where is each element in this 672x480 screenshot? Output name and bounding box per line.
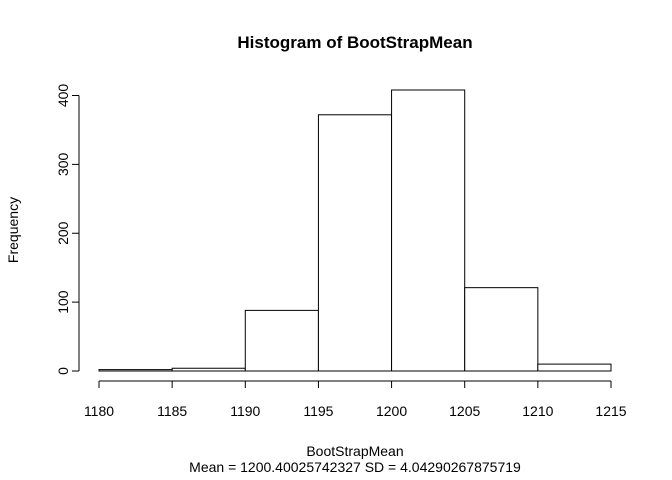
y-tick-label: 200 xyxy=(55,221,71,245)
histogram-bar xyxy=(98,369,173,372)
x-tick-label: 1205 xyxy=(449,403,480,419)
x-axis-label: BootStrapMean xyxy=(306,443,403,459)
x-axis: 1180 1185 1190 1195 1200 1205 1210 1215 xyxy=(84,380,627,419)
y-tick-label: 0 xyxy=(55,367,71,375)
histogram-bar xyxy=(171,367,246,372)
x-tick-label: 1210 xyxy=(522,403,553,419)
x-tick-label: 1215 xyxy=(595,403,626,419)
histogram-bar xyxy=(317,114,393,372)
x-tick-label: 1195 xyxy=(303,403,333,419)
y-tick-label: 400 xyxy=(55,84,71,108)
chart-subtitle: Mean = 1200.40025742327 SD = 4.042902678… xyxy=(189,459,521,475)
y-axis: 0 100 200 300 400 xyxy=(55,84,80,375)
y-tick-label: 100 xyxy=(55,290,71,314)
x-tick-label: 1180 xyxy=(84,403,114,419)
histogram-bar xyxy=(537,363,612,372)
x-tick-label: 1200 xyxy=(376,403,407,419)
x-tick-label: 1185 xyxy=(157,403,187,419)
histogram-bar xyxy=(464,287,539,372)
histogram-bar xyxy=(244,309,319,372)
y-tick-label: 300 xyxy=(55,152,71,176)
bars-group xyxy=(98,89,612,372)
chart-title: Histogram of BootStrapMean xyxy=(237,33,472,52)
histogram-bar xyxy=(391,89,466,372)
y-axis-label: Frequency xyxy=(5,197,21,263)
x-tick-label: 1190 xyxy=(230,403,260,419)
